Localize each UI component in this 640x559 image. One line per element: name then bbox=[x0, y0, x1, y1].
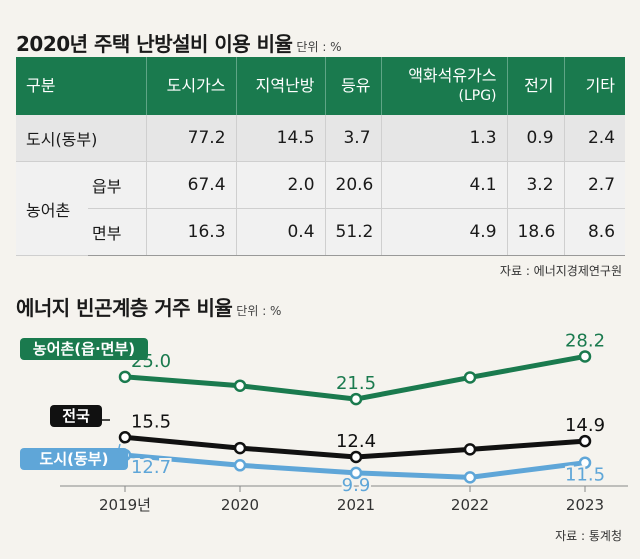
header-lpg-sub: (LPG) bbox=[458, 88, 497, 104]
data-label: 21.5 bbox=[336, 373, 376, 394]
series-point bbox=[349, 392, 363, 406]
header-kerosene: 등유 bbox=[325, 57, 382, 115]
cell: 2.0 bbox=[236, 161, 326, 209]
cell: 0.9 bbox=[507, 115, 565, 162]
series-point bbox=[233, 441, 247, 455]
chart-title-text: 에너지 빈곤계층 거주 비율 bbox=[16, 296, 233, 320]
table-title: 2020년 주택 난방설비 이용 비율 단위 : % bbox=[16, 28, 342, 57]
series-point bbox=[463, 371, 477, 384]
table-unit: 단위 : % bbox=[296, 40, 342, 54]
table-row: 농어촌 읍부 67.4 2.0 20.6 4.1 3.2 2.7 bbox=[16, 161, 626, 256]
header-category: 구분 bbox=[16, 57, 147, 115]
data-label: 12.4 bbox=[336, 431, 376, 452]
table-title-text: 2020년 주택 난방설비 이용 비율 bbox=[16, 32, 293, 56]
series-name-label: 도시(동부) bbox=[40, 450, 109, 468]
table-row: 면부 16.3 0.4 51.2 4.9 18.6 8.6 bbox=[16, 208, 626, 256]
cell: 4.9 bbox=[381, 208, 508, 256]
cell: 16.3 bbox=[146, 208, 237, 256]
x-tick-label: 2023 bbox=[566, 496, 604, 514]
series-name-label: 농어촌(읍·면부) bbox=[33, 340, 135, 358]
header-electric: 전기 bbox=[507, 57, 565, 115]
series-point bbox=[578, 434, 592, 448]
series-point bbox=[578, 350, 592, 363]
chart-unit: 단위 : % bbox=[236, 304, 282, 318]
series-point bbox=[463, 443, 477, 456]
row-label: 읍부 bbox=[88, 161, 147, 209]
cell: 4.1 bbox=[381, 161, 508, 209]
series-point bbox=[118, 431, 132, 444]
group-label: 농어촌 bbox=[16, 161, 88, 256]
cell: 1.3 bbox=[381, 115, 508, 162]
series-label-box bbox=[20, 448, 128, 470]
cell: 51.2 bbox=[325, 208, 382, 256]
cell: 20.6 bbox=[325, 161, 382, 209]
series-point bbox=[233, 459, 247, 472]
header-other: 기타 bbox=[564, 57, 626, 115]
heating-table: 구분 도시가스 지역난방 등유 액화석유가스 (LPG) 전기 기타 도시(동부)… bbox=[16, 57, 626, 256]
cell: 77.2 bbox=[146, 115, 237, 162]
x-tick-label: 2019년 bbox=[99, 496, 151, 514]
x-tick-label: 2020 bbox=[221, 496, 259, 514]
row-label: 면부 bbox=[88, 208, 147, 256]
data-label: 15.5 bbox=[131, 411, 171, 432]
series-point bbox=[463, 471, 477, 484]
chart-source: 자료 : 통계청 bbox=[555, 529, 622, 543]
series-point bbox=[118, 370, 132, 384]
cell: 67.4 bbox=[146, 161, 237, 209]
cell: 3.2 bbox=[507, 161, 565, 209]
cell: 3.7 bbox=[325, 115, 382, 162]
cell: 14.5 bbox=[236, 115, 326, 162]
cell: 8.6 bbox=[564, 208, 626, 256]
row-label: 도시(동부) bbox=[16, 115, 147, 162]
series-point bbox=[578, 456, 592, 469]
series-label-box bbox=[20, 338, 148, 360]
data-label: 9.9 bbox=[342, 475, 371, 496]
cell: 2.7 bbox=[564, 161, 626, 209]
header-lpg: 액화석유가스 (LPG) bbox=[381, 57, 508, 115]
data-label: 11.5 bbox=[565, 465, 605, 486]
series-point bbox=[233, 379, 247, 392]
table-header-row: 구분 도시가스 지역난방 등유 액화석유가스 (LPG) 전기 기타 bbox=[16, 57, 626, 115]
header-lpg-label: 액화석유가스 bbox=[408, 66, 497, 85]
cell: 2.4 bbox=[564, 115, 626, 162]
series-name-label: 전국 bbox=[62, 407, 90, 425]
series-point bbox=[349, 450, 363, 464]
cell: 18.6 bbox=[507, 208, 565, 256]
series-label-leader bbox=[117, 443, 121, 453]
cell: 0.4 bbox=[236, 208, 326, 256]
data-label: 12.7 bbox=[131, 457, 171, 478]
series-label-leader bbox=[99, 349, 120, 357]
table-row: 도시(동부) 77.2 14.5 3.7 1.3 0.9 2.4 bbox=[16, 115, 626, 162]
table-source: 자료 : 에너지경제연구원 bbox=[499, 264, 622, 278]
header-city-gas: 도시가스 bbox=[146, 57, 237, 115]
data-label: 14.9 bbox=[565, 415, 605, 436]
x-tick-label: 2021 bbox=[337, 496, 375, 514]
x-tick-label: 2022 bbox=[451, 496, 489, 514]
series-label-box bbox=[50, 405, 102, 427]
chart-title: 에너지 빈곤계층 거주 비율 단위 : % bbox=[16, 292, 281, 321]
header-district-heating: 지역난방 bbox=[236, 57, 326, 115]
series-point bbox=[349, 466, 363, 480]
data-label: 28.2 bbox=[565, 330, 605, 351]
